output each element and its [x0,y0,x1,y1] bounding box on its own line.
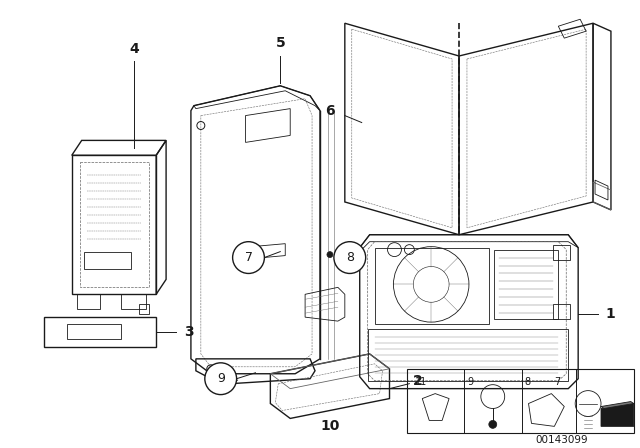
Text: 2: 2 [412,374,422,388]
Text: 4: 4 [129,42,139,56]
Text: 8: 8 [525,377,531,387]
Text: 00143099: 00143099 [536,435,588,445]
Text: 10: 10 [320,419,340,433]
Text: 7: 7 [244,251,253,264]
Circle shape [334,241,365,273]
Text: 7: 7 [554,377,561,387]
Circle shape [489,420,497,428]
Text: 9: 9 [217,372,225,385]
Circle shape [232,241,264,273]
Text: 6: 6 [325,103,335,118]
Text: 5: 5 [275,36,285,50]
Text: 11: 11 [415,377,428,387]
Circle shape [205,363,237,395]
Text: 1: 1 [605,307,615,321]
Text: 9: 9 [467,377,473,387]
Text: 8: 8 [346,251,354,264]
Circle shape [327,252,333,258]
Polygon shape [601,404,634,426]
Text: 3: 3 [184,325,194,339]
Polygon shape [601,401,634,409]
